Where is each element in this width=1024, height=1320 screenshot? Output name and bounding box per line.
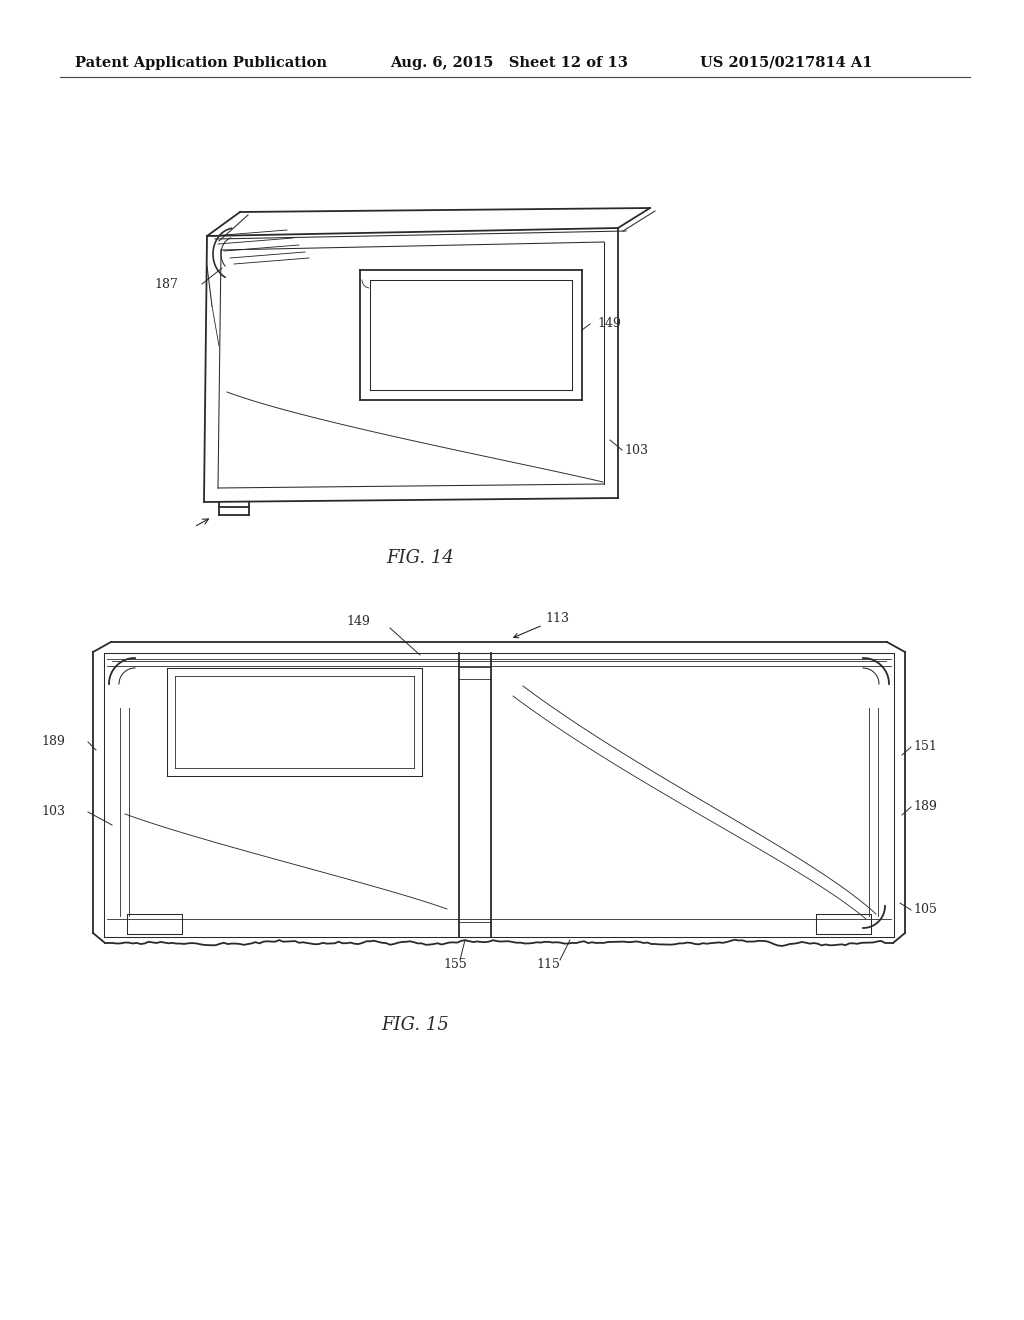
Text: 115: 115 — [536, 958, 560, 972]
Text: 149: 149 — [597, 317, 621, 330]
Text: Patent Application Publication: Patent Application Publication — [75, 55, 327, 70]
Text: 105: 105 — [913, 903, 937, 916]
Text: 103: 103 — [41, 805, 65, 818]
Text: 113: 113 — [545, 612, 569, 624]
Text: FIG. 15: FIG. 15 — [381, 1016, 449, 1034]
Text: Aug. 6, 2015   Sheet 12 of 13: Aug. 6, 2015 Sheet 12 of 13 — [390, 55, 628, 70]
Text: 103: 103 — [624, 444, 648, 457]
Text: 189: 189 — [41, 735, 65, 748]
Text: FIG. 14: FIG. 14 — [386, 549, 454, 568]
Text: 149: 149 — [346, 615, 370, 628]
Text: 189: 189 — [913, 800, 937, 813]
Text: 187: 187 — [155, 279, 178, 290]
Text: 151: 151 — [913, 741, 937, 752]
Text: 155: 155 — [443, 958, 467, 972]
Text: US 2015/0217814 A1: US 2015/0217814 A1 — [700, 55, 872, 70]
